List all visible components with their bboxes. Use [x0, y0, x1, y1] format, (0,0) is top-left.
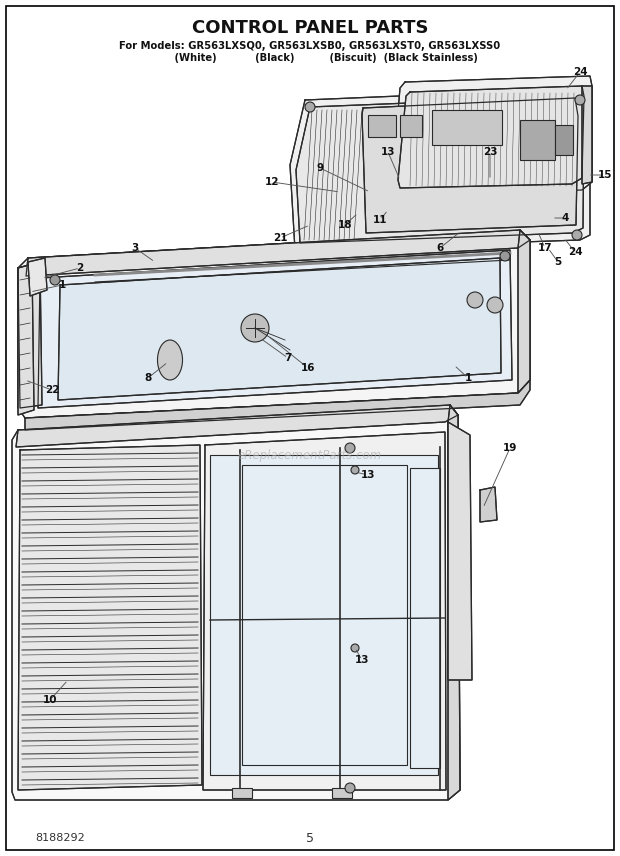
Text: 1: 1 — [464, 373, 472, 383]
Polygon shape — [398, 86, 584, 188]
Text: 9: 9 — [316, 163, 324, 173]
Polygon shape — [518, 230, 530, 393]
Polygon shape — [58, 258, 501, 400]
Circle shape — [487, 297, 503, 313]
Bar — [520, 120, 555, 160]
Text: 3: 3 — [131, 243, 139, 253]
Text: 23: 23 — [483, 147, 497, 157]
Text: 16: 16 — [301, 363, 315, 373]
Text: 7: 7 — [285, 353, 291, 363]
Text: 22: 22 — [45, 385, 60, 395]
Circle shape — [50, 275, 60, 285]
Text: 19: 19 — [503, 443, 517, 453]
Polygon shape — [28, 258, 47, 296]
Polygon shape — [26, 230, 530, 276]
Bar — [210, 455, 438, 775]
Polygon shape — [25, 380, 530, 430]
Polygon shape — [38, 250, 512, 408]
Text: 8: 8 — [144, 373, 152, 383]
Circle shape — [500, 251, 510, 261]
Text: 17: 17 — [538, 243, 552, 253]
Polygon shape — [203, 432, 446, 790]
Polygon shape — [448, 422, 472, 680]
Text: For Models: GR563LXSQ0, GR563LXSB0, GR563LXST0, GR563LXSS0: For Models: GR563LXSQ0, GR563LXSB0, GR56… — [120, 41, 500, 51]
Bar — [400, 115, 422, 137]
Text: 5: 5 — [554, 257, 562, 267]
Polygon shape — [18, 264, 34, 415]
Circle shape — [351, 644, 359, 652]
Polygon shape — [18, 262, 42, 408]
Polygon shape — [16, 405, 458, 447]
Bar — [555, 125, 573, 155]
Circle shape — [305, 102, 315, 112]
Text: 24: 24 — [573, 67, 587, 77]
Text: 15: 15 — [598, 170, 613, 180]
Polygon shape — [290, 88, 590, 250]
Bar — [432, 110, 502, 145]
Circle shape — [345, 783, 355, 793]
Polygon shape — [18, 230, 530, 418]
Polygon shape — [296, 96, 584, 243]
Text: 4: 4 — [561, 213, 569, 223]
Circle shape — [345, 443, 355, 453]
Circle shape — [572, 230, 582, 240]
Text: 1: 1 — [58, 280, 66, 290]
Circle shape — [351, 466, 359, 474]
Ellipse shape — [157, 340, 182, 380]
Text: eReplacementParts.com: eReplacementParts.com — [238, 449, 382, 461]
Text: 8188292: 8188292 — [35, 833, 85, 843]
Polygon shape — [480, 487, 497, 522]
Circle shape — [467, 292, 483, 308]
Text: 6: 6 — [436, 243, 444, 253]
Text: 13: 13 — [361, 470, 375, 480]
Bar — [242, 465, 407, 765]
Text: 10: 10 — [43, 695, 57, 705]
Polygon shape — [12, 405, 460, 800]
Text: 24: 24 — [568, 247, 582, 257]
Text: 13: 13 — [381, 147, 396, 157]
Text: 13: 13 — [355, 655, 370, 665]
Text: 2: 2 — [76, 263, 84, 273]
Bar — [332, 788, 352, 798]
Bar — [410, 468, 440, 768]
Circle shape — [575, 95, 585, 105]
Text: 18: 18 — [338, 220, 352, 230]
Text: (White)           (Black)          (Biscuit)  (Black Stainless): (White) (Black) (Biscuit) (Black Stainle… — [143, 53, 477, 63]
Text: 5: 5 — [306, 831, 314, 845]
Polygon shape — [448, 405, 460, 800]
Polygon shape — [18, 445, 202, 790]
Bar — [368, 115, 396, 137]
Circle shape — [241, 314, 269, 342]
Text: 21: 21 — [273, 233, 287, 243]
Polygon shape — [362, 98, 578, 233]
Text: 11: 11 — [373, 215, 388, 225]
Polygon shape — [392, 76, 592, 195]
Bar — [232, 788, 252, 798]
Text: 12: 12 — [265, 177, 279, 187]
Text: CONTROL PANEL PARTS: CONTROL PANEL PARTS — [192, 19, 428, 37]
Polygon shape — [582, 86, 592, 184]
